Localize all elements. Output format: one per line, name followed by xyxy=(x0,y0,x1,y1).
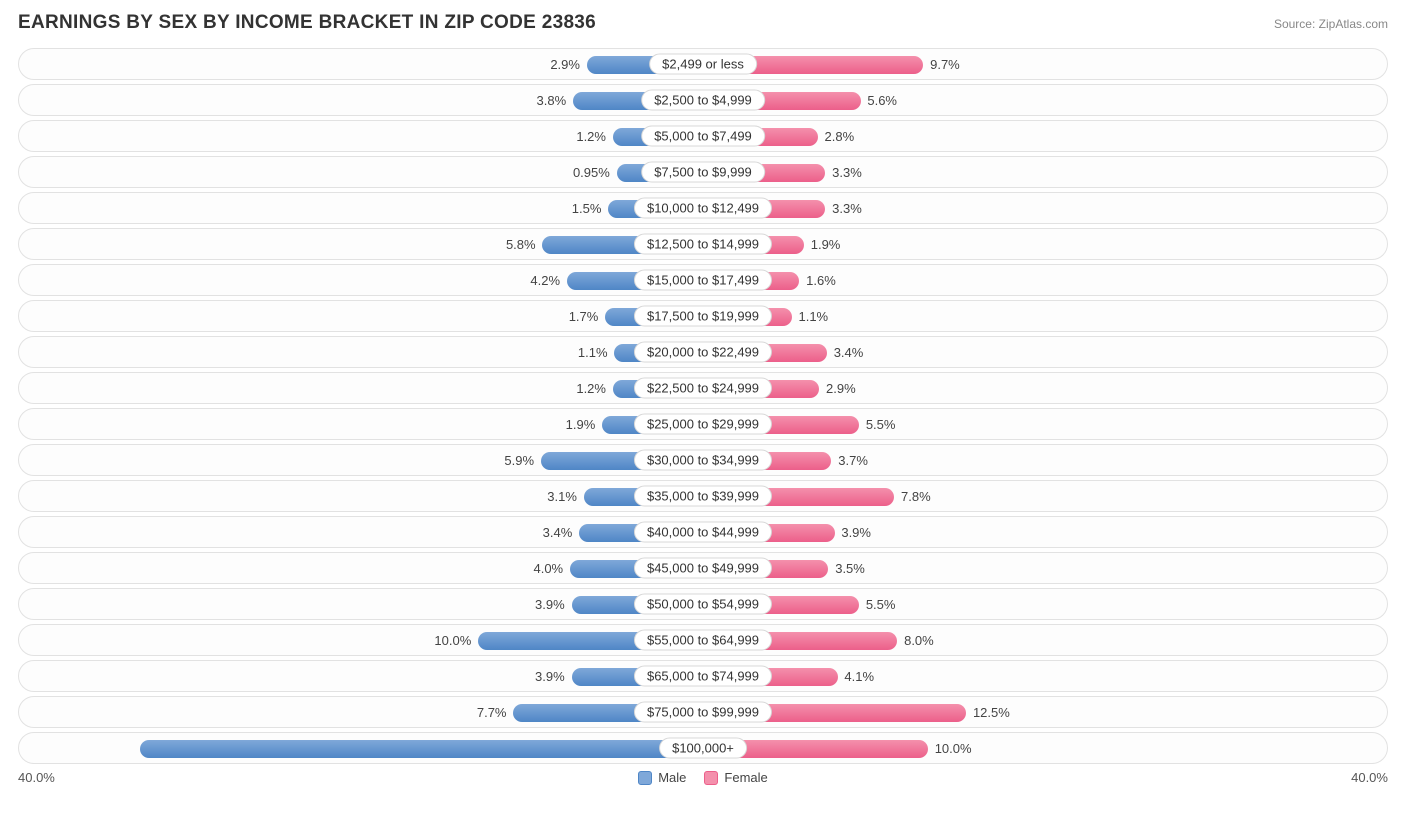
table-row: 3.4% 3.9% $40,000 to $44,999 xyxy=(18,516,1388,548)
male-value-label: 3.8% xyxy=(537,85,567,117)
table-row: 1.1% 3.4% $20,000 to $22,499 xyxy=(18,336,1388,368)
male-value-label: 3.9% xyxy=(535,589,565,621)
table-row: 5.9% 3.7% $30,000 to $34,999 xyxy=(18,444,1388,476)
male-bar xyxy=(140,740,703,758)
female-value-label: 1.9% xyxy=(811,229,841,261)
table-row: 3.9% 5.5% $50,000 to $54,999 xyxy=(18,588,1388,620)
bracket-label: $50,000 to $54,999 xyxy=(634,594,772,615)
female-value-label: 2.8% xyxy=(825,121,855,153)
bracket-label: $5,000 to $7,499 xyxy=(641,126,765,147)
male-value-label: 3.1% xyxy=(547,481,577,513)
male-value-label: 2.9% xyxy=(550,49,580,81)
female-value-label: 5.5% xyxy=(866,409,896,441)
bracket-label: $25,000 to $29,999 xyxy=(634,414,772,435)
table-row: 5.8% 1.9% $12,500 to $14,999 xyxy=(18,228,1388,260)
female-value-label: 8.0% xyxy=(904,625,934,657)
male-value-label: 10.0% xyxy=(434,625,471,657)
female-value-label: 1.6% xyxy=(806,265,836,297)
bracket-label: $10,000 to $12,499 xyxy=(634,198,772,219)
table-row: 0.95% 3.3% $7,500 to $9,999 xyxy=(18,156,1388,188)
bracket-label: $75,000 to $99,999 xyxy=(634,702,772,723)
axis-right-max: 40.0% xyxy=(1351,770,1388,785)
bracket-label: $17,500 to $19,999 xyxy=(634,306,772,327)
male-swatch-icon xyxy=(638,771,652,785)
table-row: 1.9% 5.5% $25,000 to $29,999 xyxy=(18,408,1388,440)
male-value-label: 3.9% xyxy=(535,661,565,693)
male-value-label: 0.95% xyxy=(573,157,610,189)
male-value-label: 7.7% xyxy=(477,697,507,729)
table-row: 7.7% 12.5% $75,000 to $99,999 xyxy=(18,696,1388,728)
male-value-label: 1.9% xyxy=(566,409,596,441)
table-row: 10.0% 8.0% $55,000 to $64,999 xyxy=(18,624,1388,656)
table-row: 3.1% 7.8% $35,000 to $39,999 xyxy=(18,480,1388,512)
female-value-label: 7.8% xyxy=(901,481,931,513)
table-row: 1.2% 2.8% $5,000 to $7,499 xyxy=(18,120,1388,152)
bracket-label: $55,000 to $64,999 xyxy=(634,630,772,651)
bracket-label: $65,000 to $74,999 xyxy=(634,666,772,687)
male-value-label: 5.9% xyxy=(504,445,534,477)
legend-male-label: Male xyxy=(658,770,686,785)
bracket-label: $40,000 to $44,999 xyxy=(634,522,772,543)
bracket-label: $22,500 to $24,999 xyxy=(634,378,772,399)
female-swatch-icon xyxy=(704,771,718,785)
table-row: 4.0% 3.5% $45,000 to $49,999 xyxy=(18,552,1388,584)
female-value-label: 5.5% xyxy=(866,589,896,621)
bracket-label: $7,500 to $9,999 xyxy=(641,162,765,183)
bracket-label: $15,000 to $17,499 xyxy=(634,270,772,291)
female-value-label: 3.3% xyxy=(832,157,862,189)
female-value-label: 3.9% xyxy=(841,517,871,549)
bracket-label: $100,000+ xyxy=(659,738,747,759)
male-value-label: 3.4% xyxy=(543,517,573,549)
female-value-label: 12.5% xyxy=(973,697,1010,729)
axis-left-max: 40.0% xyxy=(18,770,55,785)
female-value-label: 9.7% xyxy=(930,49,960,81)
table-row: 1.5% 3.3% $10,000 to $12,499 xyxy=(18,192,1388,224)
legend-male: Male xyxy=(638,770,686,785)
male-value-label: 4.0% xyxy=(533,553,563,585)
table-row: 1.7% 1.1% $17,500 to $19,999 xyxy=(18,300,1388,332)
diverging-bar-chart: 2.9% 9.7% $2,499 or less 3.8% 5.6% $2,500 to … xyxy=(18,48,1388,764)
male-value-label: 1.1% xyxy=(578,337,608,369)
bracket-label: $45,000 to $49,999 xyxy=(634,558,772,579)
bracket-label: $2,499 or less xyxy=(649,54,757,75)
male-value-label: 1.2% xyxy=(576,373,606,405)
male-value-label: 1.2% xyxy=(576,121,606,153)
bracket-label: $2,500 to $4,999 xyxy=(641,90,765,111)
female-value-label: 1.1% xyxy=(798,301,828,333)
table-row: 2.9% 9.7% $2,499 or less xyxy=(18,48,1388,80)
chart-title: EARNINGS BY SEX BY INCOME BRACKET IN ZIP… xyxy=(18,12,596,34)
male-value-label: 1.7% xyxy=(569,301,599,333)
female-value-label: 3.3% xyxy=(832,193,862,225)
male-value-label: 4.2% xyxy=(530,265,560,297)
table-row: 1.2% 2.9% $22,500 to $24,999 xyxy=(18,372,1388,404)
legend-female: Female xyxy=(704,770,767,785)
male-value-label: 1.5% xyxy=(572,193,602,225)
bracket-label: $20,000 to $22,499 xyxy=(634,342,772,363)
female-value-label: 3.7% xyxy=(838,445,868,477)
bracket-label: $35,000 to $39,999 xyxy=(634,486,772,507)
source-attribution: Source: ZipAtlas.com xyxy=(1274,17,1388,31)
female-value-label: 2.9% xyxy=(826,373,856,405)
table-row: 32.1%10.0%$100,000+ xyxy=(18,732,1388,764)
table-row: 4.2% 1.6% $15,000 to $17,499 xyxy=(18,264,1388,296)
table-row: 3.9% 4.1% $65,000 to $74,999 xyxy=(18,660,1388,692)
female-value-label: 4.1% xyxy=(844,661,874,693)
female-value-label: 3.4% xyxy=(834,337,864,369)
bracket-label: $30,000 to $34,999 xyxy=(634,450,772,471)
female-value-label: 10.0% xyxy=(935,733,972,765)
legend: Male Female xyxy=(638,770,768,785)
legend-female-label: Female xyxy=(724,770,767,785)
bracket-label: $12,500 to $14,999 xyxy=(634,234,772,255)
male-value-label: 5.8% xyxy=(506,229,536,261)
female-value-label: 3.5% xyxy=(835,553,865,585)
table-row: 3.8% 5.6% $2,500 to $4,999 xyxy=(18,84,1388,116)
female-value-label: 5.6% xyxy=(867,85,897,117)
